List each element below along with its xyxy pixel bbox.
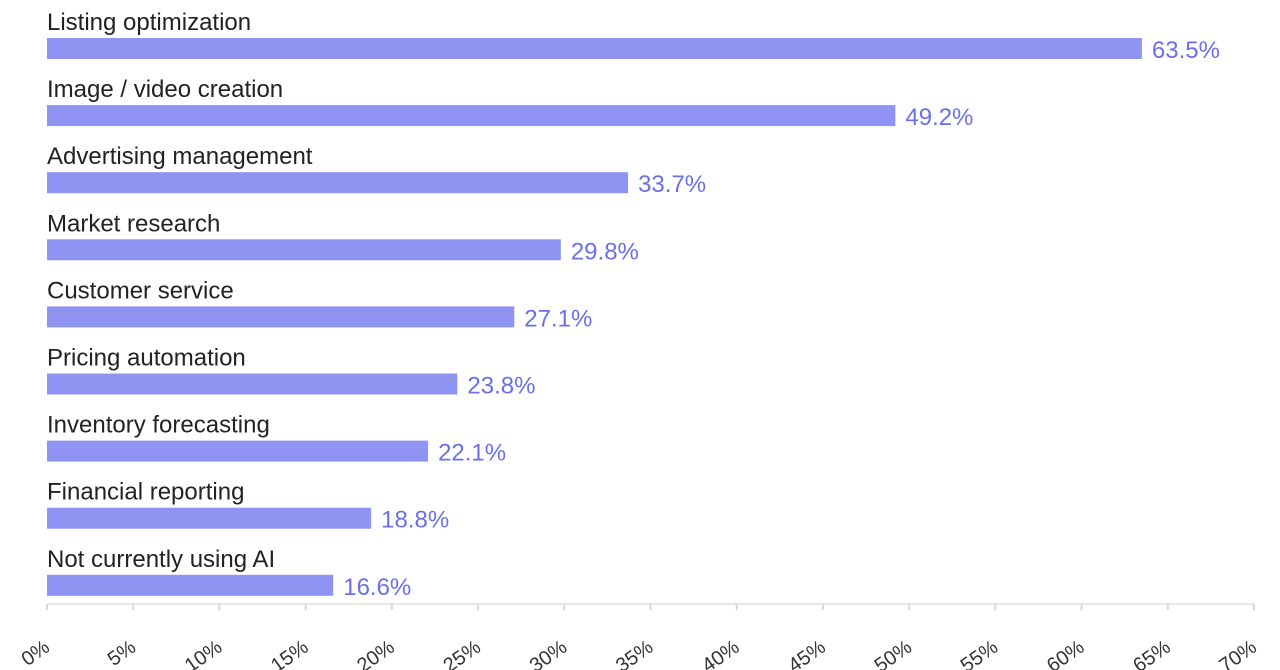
x-tick-label: 70% bbox=[1215, 636, 1261, 670]
value-label: 29.8% bbox=[571, 238, 639, 265]
x-tick-label: 5% bbox=[104, 636, 140, 670]
value-label: 33.7% bbox=[638, 171, 706, 198]
value-label: 63.5% bbox=[1152, 37, 1220, 64]
x-tick-label: 25% bbox=[440, 636, 486, 670]
category-label: Pricing automation bbox=[47, 345, 246, 372]
bar bbox=[47, 507, 372, 529]
bar bbox=[47, 172, 629, 194]
bar bbox=[47, 574, 334, 596]
x-tick-label: 0% bbox=[18, 636, 54, 670]
bar bbox=[47, 306, 515, 328]
value-label: 27.1% bbox=[524, 305, 592, 332]
category-label: Listing optimization bbox=[47, 9, 251, 36]
value-label: 16.6% bbox=[343, 574, 411, 601]
x-tick-label: 60% bbox=[1043, 636, 1089, 670]
bar bbox=[47, 239, 561, 261]
category-label: Not currently using AI bbox=[47, 546, 275, 573]
x-tick-label: 65% bbox=[1129, 636, 1175, 670]
x-tick-label: 45% bbox=[784, 636, 830, 670]
value-label: 23.8% bbox=[467, 373, 535, 400]
value-label: 49.2% bbox=[905, 104, 973, 131]
bar bbox=[47, 373, 458, 395]
x-tick-label: 50% bbox=[871, 636, 917, 670]
category-label: Inventory forecasting bbox=[47, 412, 270, 439]
category-label: Market research bbox=[47, 210, 220, 237]
category-label: Image / video creation bbox=[47, 76, 283, 103]
x-tick-label: 55% bbox=[957, 636, 1003, 670]
bar bbox=[47, 105, 896, 127]
bar bbox=[47, 38, 1142, 59]
x-tick-label: 40% bbox=[698, 636, 744, 670]
category-label: Financial reporting bbox=[47, 479, 244, 506]
x-tick-label: 10% bbox=[181, 636, 227, 670]
category-label: Customer service bbox=[47, 277, 234, 304]
x-tick-label: 30% bbox=[526, 636, 572, 670]
x-tick-label: 15% bbox=[267, 636, 313, 670]
value-label: 18.8% bbox=[381, 507, 449, 534]
category-label: Advertising management bbox=[47, 143, 313, 170]
x-tick-label: 35% bbox=[612, 636, 658, 670]
value-label: 22.1% bbox=[438, 440, 506, 467]
bar bbox=[47, 440, 429, 462]
x-tick-label: 20% bbox=[353, 636, 399, 670]
